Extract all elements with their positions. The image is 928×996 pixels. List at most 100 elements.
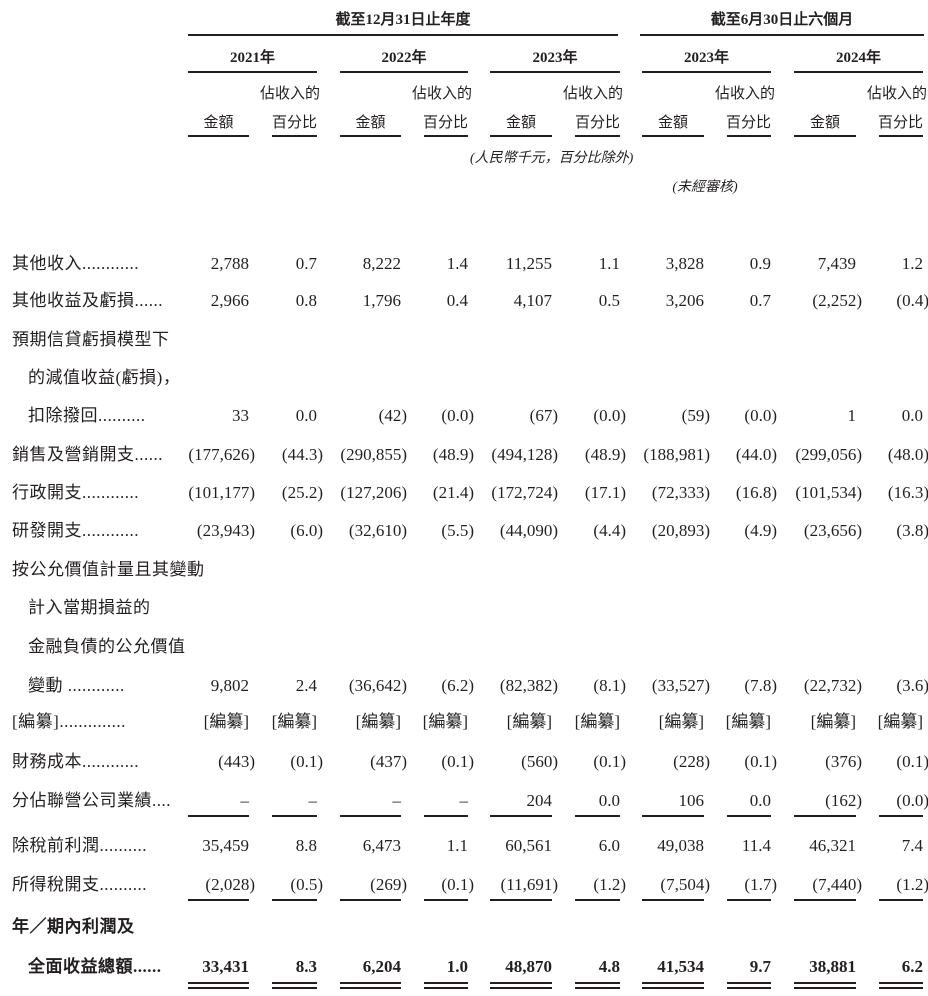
percent-cell: (0.0)	[441, 406, 474, 425]
divider	[490, 135, 552, 137]
percent-cell: (4.9)	[744, 521, 777, 540]
percent-cell: 8.3	[295, 957, 317, 976]
pct-header-line2: 百分比	[877, 115, 923, 131]
row-label: 行政開支............	[12, 483, 139, 502]
amount-cell: (33,527)	[651, 676, 710, 695]
percent-cell: (44.3)	[281, 445, 323, 464]
amount-cell: (44,090)	[499, 521, 558, 540]
amount-cell: (11,691)	[500, 875, 558, 894]
amount-cell: (172,724)	[491, 483, 558, 502]
table-row: 其他收入............ 2,788 0.7 8,222 1.4 11,255 1.…	[0, 245, 928, 283]
subtotal-rule	[490, 899, 552, 901]
row-label: 預期信貸虧損模型下	[12, 330, 170, 349]
divider	[490, 71, 620, 73]
subtotal-rule	[340, 899, 401, 901]
row-label: 除稅前利潤..........	[12, 836, 147, 855]
total-double-rule	[642, 987, 704, 989]
table-row: 計入當期損益的	[0, 589, 928, 627]
divider	[188, 135, 249, 137]
amount-cell: 41,534	[657, 957, 704, 976]
percent-cell: (0.5)	[290, 875, 323, 894]
table-row: 銷售及營銷開支...... (177,626) (44.3) (290,855) (48…	[0, 436, 928, 474]
total-double-rule	[340, 987, 401, 989]
table-row: 其他收益及虧損...... 2,966 0.8 1,796 0.4 4,107 0.5 3,2…	[0, 282, 928, 320]
divider	[575, 135, 620, 137]
percent-cell: 2.4	[295, 676, 317, 695]
total-double-rule	[727, 987, 771, 989]
percent-cell: (0.1)	[744, 752, 777, 771]
subtotal-rule	[272, 899, 317, 901]
amount-cell: 7,439	[817, 254, 856, 273]
total-double-rule	[188, 982, 249, 984]
percent-cell: (48.9)	[432, 445, 474, 464]
total-double-rule	[424, 987, 468, 989]
amount-cell: 3,828	[665, 254, 704, 273]
year-header: 2022年	[381, 50, 427, 66]
total-double-rule	[794, 982, 856, 984]
group-annual-title: 截至12月31日止年度	[335, 12, 471, 28]
percent-cell: 1.1	[598, 254, 620, 273]
total-double-rule	[879, 982, 923, 984]
amount-cell: (2,028)	[205, 875, 255, 894]
divider	[879, 135, 923, 137]
percent-cell: (6.0)	[290, 521, 323, 540]
amount-cell: 2,966	[210, 291, 249, 310]
table-row: 金融負債的公允價值	[0, 628, 928, 666]
table-row: 年／期內利潤及	[0, 908, 928, 946]
pct-header-line2: 百分比	[725, 115, 771, 131]
total-double-rule	[424, 982, 468, 984]
year-header: 2024年	[835, 50, 881, 66]
row-label: 全面收益總額......	[28, 957, 162, 976]
year-header: 2023年	[532, 50, 578, 66]
total-double-rule	[272, 982, 317, 984]
percent-cell: (3.8)	[896, 521, 928, 540]
row-label: 財務成本............	[12, 752, 139, 771]
divider	[188, 71, 317, 73]
amount-cell: 6,473	[362, 836, 401, 855]
divider	[794, 135, 856, 137]
percent-cell: (17.1)	[584, 483, 626, 502]
table-row: 按公允價值計量且其變動	[0, 551, 928, 589]
percent-cell: 1.4	[446, 254, 468, 273]
amount-cell: (67)	[529, 406, 558, 425]
table-row: 全面收益總額...... 33,431 8.3 6,204 1.0 48,870 4.8 41…	[0, 948, 928, 986]
percent-cell: 0.0	[598, 791, 620, 810]
amount-cell: 46,321	[809, 836, 856, 855]
percent-cell: 0.7	[295, 254, 317, 273]
row-label: 所得稅開支..........	[12, 875, 147, 894]
pct-header-line2: 百分比	[574, 115, 620, 131]
amount-cell: [編纂]	[658, 712, 704, 731]
percent-cell: 0.9	[749, 254, 771, 273]
total-double-rule	[642, 982, 704, 984]
percent-cell: (0.1)	[290, 752, 323, 771]
percent-cell: (3.6)	[896, 676, 928, 695]
unaudited-note: (未經審核)	[672, 180, 738, 195]
subtotal-rule	[575, 815, 620, 817]
amount-cell: (101,534)	[795, 483, 862, 502]
percent-cell: 0.0	[295, 406, 317, 425]
percent-cell: (0.0)	[744, 406, 777, 425]
subtotal-rule	[424, 815, 468, 817]
amount-cell: 49,038	[657, 836, 704, 855]
row-label: 年／期內利潤及	[12, 917, 135, 936]
percent-cell: (6.2)	[441, 676, 474, 695]
percent-cell: 0.7	[749, 291, 771, 310]
amount-cell: 33,431	[202, 957, 249, 976]
amount-cell: (177,626)	[188, 445, 255, 464]
amount-cell: 48,870	[505, 957, 552, 976]
amount-cell: 204	[526, 791, 553, 810]
percent-cell: 0.0	[749, 791, 771, 810]
divider	[340, 71, 468, 73]
amount-cell: 35,459	[202, 836, 249, 855]
pct-header-line1: 佔收入的	[563, 86, 624, 102]
percent-cell: (48.0)	[887, 445, 928, 464]
table-row: 變動 ............ 9,802 2.4 (36,642) (6.2) (82,…	[0, 667, 928, 705]
amount-cell: (299,056)	[795, 445, 862, 464]
row-label: 其他收入............	[12, 254, 139, 273]
divider	[640, 34, 924, 36]
table-row: 分佔聯營公司業績.... – – – – 204 0.0 106 0.0 (162) (0.0)	[0, 782, 928, 820]
amount-cell: 1	[847, 406, 857, 425]
total-double-rule	[879, 987, 923, 989]
row-label: 研發開支............	[12, 521, 139, 540]
percent-cell: (0.0)	[593, 406, 626, 425]
